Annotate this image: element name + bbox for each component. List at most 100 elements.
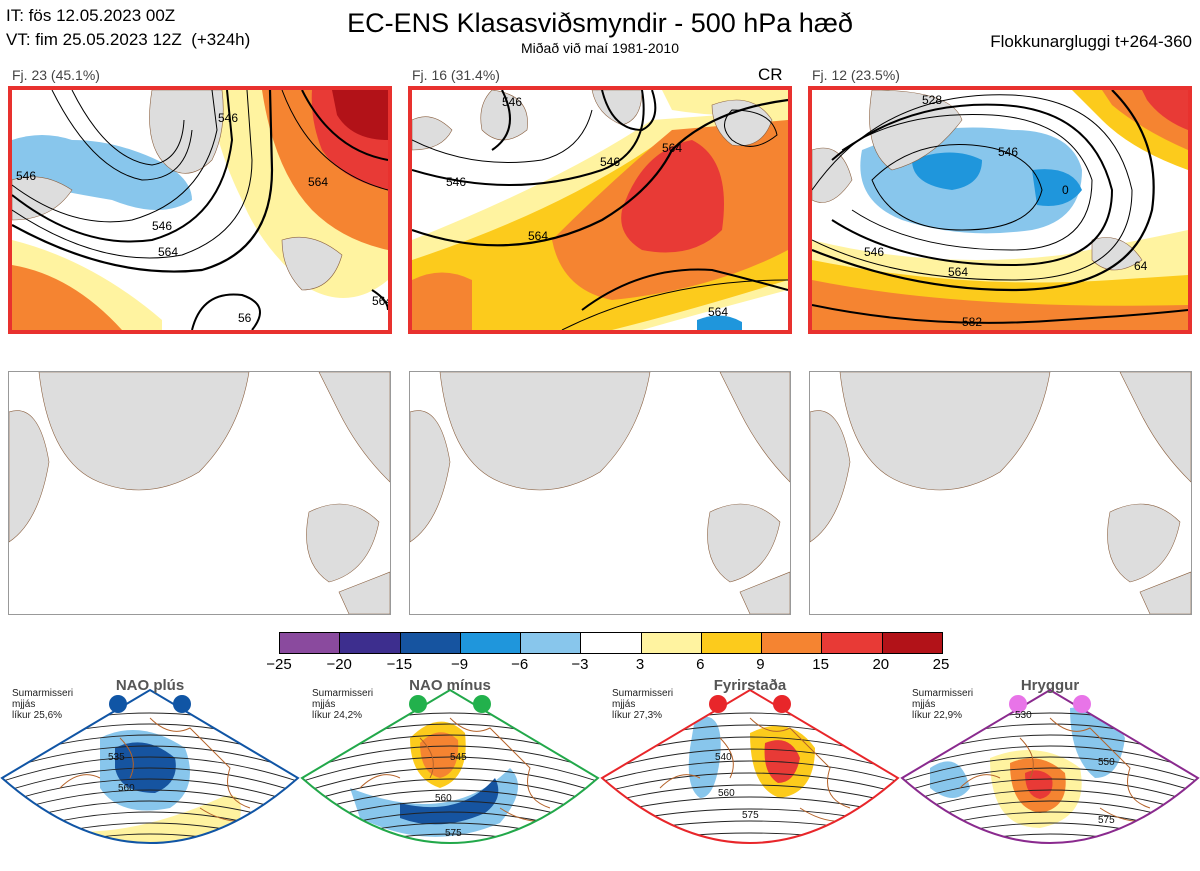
regime-contour-label: 535 xyxy=(108,752,125,763)
colorbar-tick-label: 9 xyxy=(756,656,765,673)
contour-label: 546 xyxy=(152,219,172,233)
regime-info-smooth: mjjás xyxy=(912,699,936,710)
regime-info: Sumarmisseri mjjás líkur 25,6% xyxy=(12,688,73,721)
regime-title: NAO mínus xyxy=(409,678,491,694)
valid-time: VT: fim 25.05.2023 12Z (+324h) xyxy=(6,30,251,49)
colorbar-swatch xyxy=(400,633,461,653)
regime-marker-dot xyxy=(409,695,427,713)
contour-label: 546 xyxy=(16,169,36,183)
regime-contour-label: 530 xyxy=(1015,710,1032,721)
cluster-1-chart: 546 564 546 564 546 56 564 xyxy=(12,90,388,330)
contour-label: 56 xyxy=(238,311,252,325)
regime-title: Fyrirstaða xyxy=(713,678,787,694)
page-title: EC-ENS Klasasviðsmyndir - 500 hPa hæð xyxy=(347,8,853,38)
contour-label: 582 xyxy=(962,315,982,329)
regime-info: Sumarmisseri mjjás líkur 27,3% xyxy=(612,688,673,721)
contour-label: 546 xyxy=(502,95,522,109)
regime-contour-label: 550 xyxy=(1098,757,1115,768)
regime-contour-label: 560 xyxy=(435,793,452,804)
regime-panel-nao-plús[interactable]: 535 560 NAO plús Sumarmisseri mjjás líkur 25,… xyxy=(0,678,300,871)
basemap-3 xyxy=(810,372,1191,614)
regime-marker-dot xyxy=(709,695,727,713)
regime-map: 540 560 575 xyxy=(600,688,900,844)
cluster-1-label: Fj. 23 (45.1%) xyxy=(12,67,100,83)
colorbar-tick-label: 6 xyxy=(696,656,705,673)
regime-title: NAO plús xyxy=(115,678,185,694)
colorbar-swatch xyxy=(882,633,942,653)
regime-marker-dot xyxy=(473,695,491,713)
regime-marker-dot xyxy=(1009,695,1027,713)
contour-label: 0 xyxy=(1062,183,1069,197)
colorbar-tick-label: −6 xyxy=(511,656,529,673)
regime-map: 535 560 xyxy=(0,688,300,844)
colorbar-swatch xyxy=(460,633,522,653)
regime-contour-label: 560 xyxy=(718,788,735,799)
regime-info-smooth: mjjás xyxy=(612,699,636,710)
basemap-panel-3[interactable] xyxy=(809,371,1192,615)
regime-info-prob: líkur 27,3% xyxy=(612,710,663,721)
colorbar-swatch xyxy=(701,633,763,653)
basemap-panel-2[interactable] xyxy=(409,371,791,615)
regime-contour-label: 560 xyxy=(118,783,135,794)
regime-info-season: Sumarmisseri xyxy=(612,688,674,699)
contour-label: 564 xyxy=(948,265,968,279)
regime-info: Sumarmisseri mjjás líkur 22,9% xyxy=(912,688,973,721)
colorbar-tick-label: 15 xyxy=(812,656,829,673)
regime-info-season: Sumarmisseri xyxy=(312,688,374,699)
colorbar-tick-label: −20 xyxy=(326,656,352,673)
colorbar xyxy=(279,632,943,654)
cluster-3-chart: 528 546 546 564 0 582 64 xyxy=(812,90,1188,330)
regime-map: 545 560 575 xyxy=(300,688,600,844)
regime-panel-nao-mínus[interactable]: 545 560 575 NAO mínus Sumarmisseri mjjás líkur… xyxy=(300,678,600,871)
basemap-2 xyxy=(410,372,790,614)
colorbar-swatch xyxy=(822,633,883,653)
contour-label: 64 xyxy=(1134,259,1148,273)
cluster-3-label: Fj. 12 (23.5%) xyxy=(812,67,900,83)
contour-label: 564 xyxy=(372,294,388,308)
regime-marker-dot xyxy=(773,695,791,713)
regime-info-smooth: mjjás xyxy=(312,699,336,710)
cluster-3-map[interactable]: 528 546 546 564 0 582 64 xyxy=(808,86,1192,334)
regime-title: Hryggur xyxy=(1020,678,1080,694)
init-time: IT: fös 12.05.2023 00Z xyxy=(6,6,176,25)
basemap-panel-1[interactable] xyxy=(8,371,391,615)
regime-info-season: Sumarmisseri xyxy=(12,688,74,699)
contour-label: 564 xyxy=(158,245,178,259)
colorbar-swatch xyxy=(581,633,642,653)
contour-label: 564 xyxy=(662,141,682,155)
contour-label: 564 xyxy=(528,229,548,243)
regime-marker-dot xyxy=(173,695,191,713)
classification-window: Flokkunargluggi t+264-360 xyxy=(990,32,1192,51)
regime-info: Sumarmisseri mjjás líkur 24,2% xyxy=(312,688,373,721)
colorbar-tick-label: 3 xyxy=(635,656,645,673)
regime-info-smooth: mjjás xyxy=(12,699,36,710)
regime-marker-dot xyxy=(1073,695,1091,713)
cluster-2-label: Fj. 16 (31.4%) xyxy=(412,67,500,83)
contour-label: 546 xyxy=(446,175,466,189)
colorbar-tick-label: 25 xyxy=(932,656,950,673)
page-subtitle: Miðað við maí 1981-2010 xyxy=(521,40,679,56)
colorbar-tick-label: −3 xyxy=(571,656,589,673)
colorbar-tick-label: −25 xyxy=(266,656,292,673)
contour-label: 564 xyxy=(708,305,728,319)
regime-contour-label: 540 xyxy=(715,752,732,763)
contour-label: 546 xyxy=(998,145,1018,159)
regime-panel-hryggur[interactable]: 530 550 575 Hryggur Sumarmisseri mjjás líkur 2… xyxy=(900,678,1200,871)
colorbar-swatch xyxy=(340,633,401,653)
contour-label: 546 xyxy=(218,111,238,125)
colorbar-tick-label: −9 xyxy=(450,656,469,673)
regime-panel-fyrirstaða[interactable]: 540 560 575 Fyrirstaða Sumarmisseri mjjás líku… xyxy=(600,678,900,871)
cluster-2-map[interactable]: 546 546 564 546 564 564 xyxy=(408,86,792,334)
cluster-1-map[interactable]: 546 564 546 564 546 56 564 xyxy=(8,86,392,334)
colorbar-swatch xyxy=(762,633,823,653)
regime-marker-dot xyxy=(109,695,127,713)
regime-contour-label: 575 xyxy=(1098,815,1115,826)
contour-label: 564 xyxy=(308,175,328,189)
regime-info-prob: líkur 24,2% xyxy=(312,710,363,721)
contour-label: 528 xyxy=(922,93,942,107)
regime-map: 530 550 575 xyxy=(900,688,1200,844)
contour-label: 546 xyxy=(864,245,884,259)
regime-contour-label: 575 xyxy=(742,810,759,821)
regime-info-season: Sumarmisseri xyxy=(912,688,974,699)
colorbar-tick-label: −15 xyxy=(386,656,413,673)
